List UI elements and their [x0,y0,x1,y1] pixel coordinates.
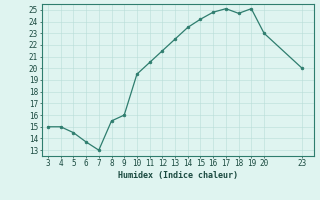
X-axis label: Humidex (Indice chaleur): Humidex (Indice chaleur) [118,171,237,180]
